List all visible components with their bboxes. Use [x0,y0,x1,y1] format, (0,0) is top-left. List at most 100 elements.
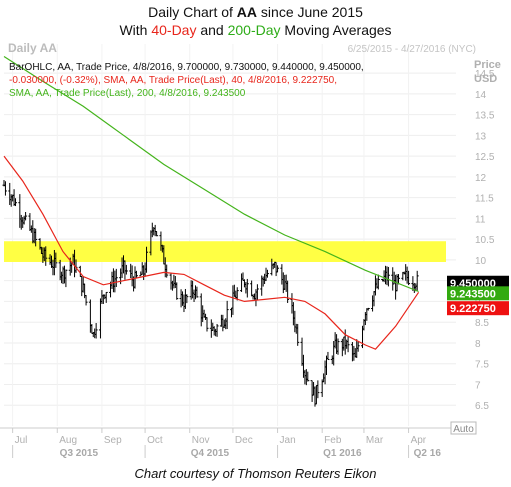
x-month-label: Feb [324,435,342,446]
y-tick-label: 11 [475,214,486,225]
ohlc-bar [326,351,330,361]
y-tick-label: 8 [475,339,481,350]
ohlc-bar [114,268,118,288]
quarter-label: Q1 2016 [323,448,362,459]
y-tick-label: 13 [475,131,487,142]
auto-scale-label: Auto [453,424,474,435]
price-tag-sma40 [447,301,509,316]
title-ticker: AA [236,4,258,20]
price-tag-sma200 [447,286,509,301]
ohlc-bar [407,270,411,286]
ohlc-bar [265,269,269,278]
ohlc-bar [286,280,290,303]
price-tag-value-sma200: 9.243500 [450,288,496,300]
header-left: Daily AA [8,41,57,55]
sma200-line [3,55,419,293]
ohlc-bar [175,282,179,300]
ohlc-bar [205,317,209,332]
legend-ohlc-line1: BarOHLC, AA, Trade Price, 4/8/2016, 9.70… [9,62,364,73]
x-month-label: Jul [15,435,28,446]
ohlc-bar [124,264,128,275]
header-right: 6/25/2015 - 4/27/2016 (NYC) [348,44,476,55]
ohlc-bar [376,274,380,290]
x-month-label: Aug [59,435,77,446]
y-tick-label: 6.5 [475,401,489,412]
ohlc-bar [14,198,18,207]
title2-suffix: Moving Averages [280,22,392,38]
auto-scale-button[interactable] [450,421,477,435]
legend-ohlc-line2: -0.030000, (-0.32%), SMA, AA, Trade Pric… [9,75,337,86]
ohlc-bar [215,323,219,337]
quarter-label: Q4 2015 [191,448,230,459]
price-tag-value-sma40: 9.222750 [450,303,496,315]
y-tick-label: 13.5 [475,111,495,122]
title-suffix: since June 2015 [257,4,363,20]
chart-caption: Chart courtesy of Thomson Reuters Eikon [134,466,377,481]
y-tick-label: 14.5 [475,69,495,80]
ohlc-bar [165,264,169,278]
title2-ma40: 40-Day [151,22,197,38]
ohlc-bar [366,307,370,311]
y-tick-label: 7 [475,380,481,391]
y-tick-label: 14 [475,90,487,101]
ohlc-bar [336,338,340,355]
chart-title-line1: Daily Chart of AA since June 2015 [0,4,511,20]
ohlc-bar [44,246,48,266]
legend-sma200: SMA, AA, Trade Price(Last), 200, 4/8/201… [9,88,246,99]
y-tick-label: 10.5 [475,235,495,246]
x-month-label: Sep [104,435,122,446]
price-bars [2,180,419,407]
title2-prefix: With [119,22,152,38]
title-prefix: Daily Chart of [148,4,237,20]
y-tick-label: 7.5 [475,360,489,371]
ohlc-bar [245,278,249,298]
ohlc-bar [64,269,68,288]
y-tick-label: 11.5 [475,194,494,205]
ohlc-bar [276,265,280,273]
ohlc-bar [185,294,189,304]
ohlc-bar [155,231,159,237]
ohlc-bar [415,270,419,291]
price-tag-close [447,275,509,290]
title2-ma200: 200-Day [227,22,281,38]
ohlc-bar [296,323,300,346]
ohlc-bar [54,252,58,268]
ohlc-bar [34,228,38,247]
y-axis-label-price: Price [474,59,501,71]
x-month-label: Nov [192,435,210,446]
ohlc-bar [84,295,88,306]
x-month-label: Mar [366,435,384,446]
y-tick-label: 12.5 [475,152,495,163]
x-month-label: Oct [147,435,163,446]
ohlc-bar [3,181,7,196]
ohlc-bar [396,274,400,285]
chart-title-line2: With 40-Day and 200-Day Moving Averages [0,22,511,38]
ohlc-bar [356,341,360,352]
x-month-label: Apr [411,435,427,446]
ohlc-bar [145,246,149,273]
y-tick-label: 10 [475,256,487,267]
price-chart: Daily AA 6/25/2015 - 4/27/2016 (NYC) Pri… [0,38,511,463]
ohlc-bar [134,270,138,278]
title2-mid: and [196,22,228,38]
grid [4,44,456,426]
y-tick-label: 12 [475,173,487,184]
ohlc-bar [316,380,320,399]
ohlc-bar [346,336,350,353]
ohlc-bar [195,286,199,298]
ohlc-bar [94,323,98,339]
y-tick-label: 8.5 [475,318,489,329]
quarter-label: Q3 2015 [60,448,99,459]
x-axis: Jul Aug Sep Oct Nov Dec Jan Feb Mar Apr Q3 2015 Q4 … [0,427,475,459]
quarter-label: Q2 16 [414,448,442,459]
ohlc-bar [24,212,28,221]
ohlc-bar [235,287,239,301]
y-axis-label-usd: USD [474,73,497,85]
ohlc-bar [306,371,310,382]
x-month-label: Jan [280,435,296,446]
ohlc-bar [225,300,229,330]
sma40-line [3,155,420,350]
ohlc-bar [255,284,259,301]
x-month-label: Dec [235,435,253,446]
